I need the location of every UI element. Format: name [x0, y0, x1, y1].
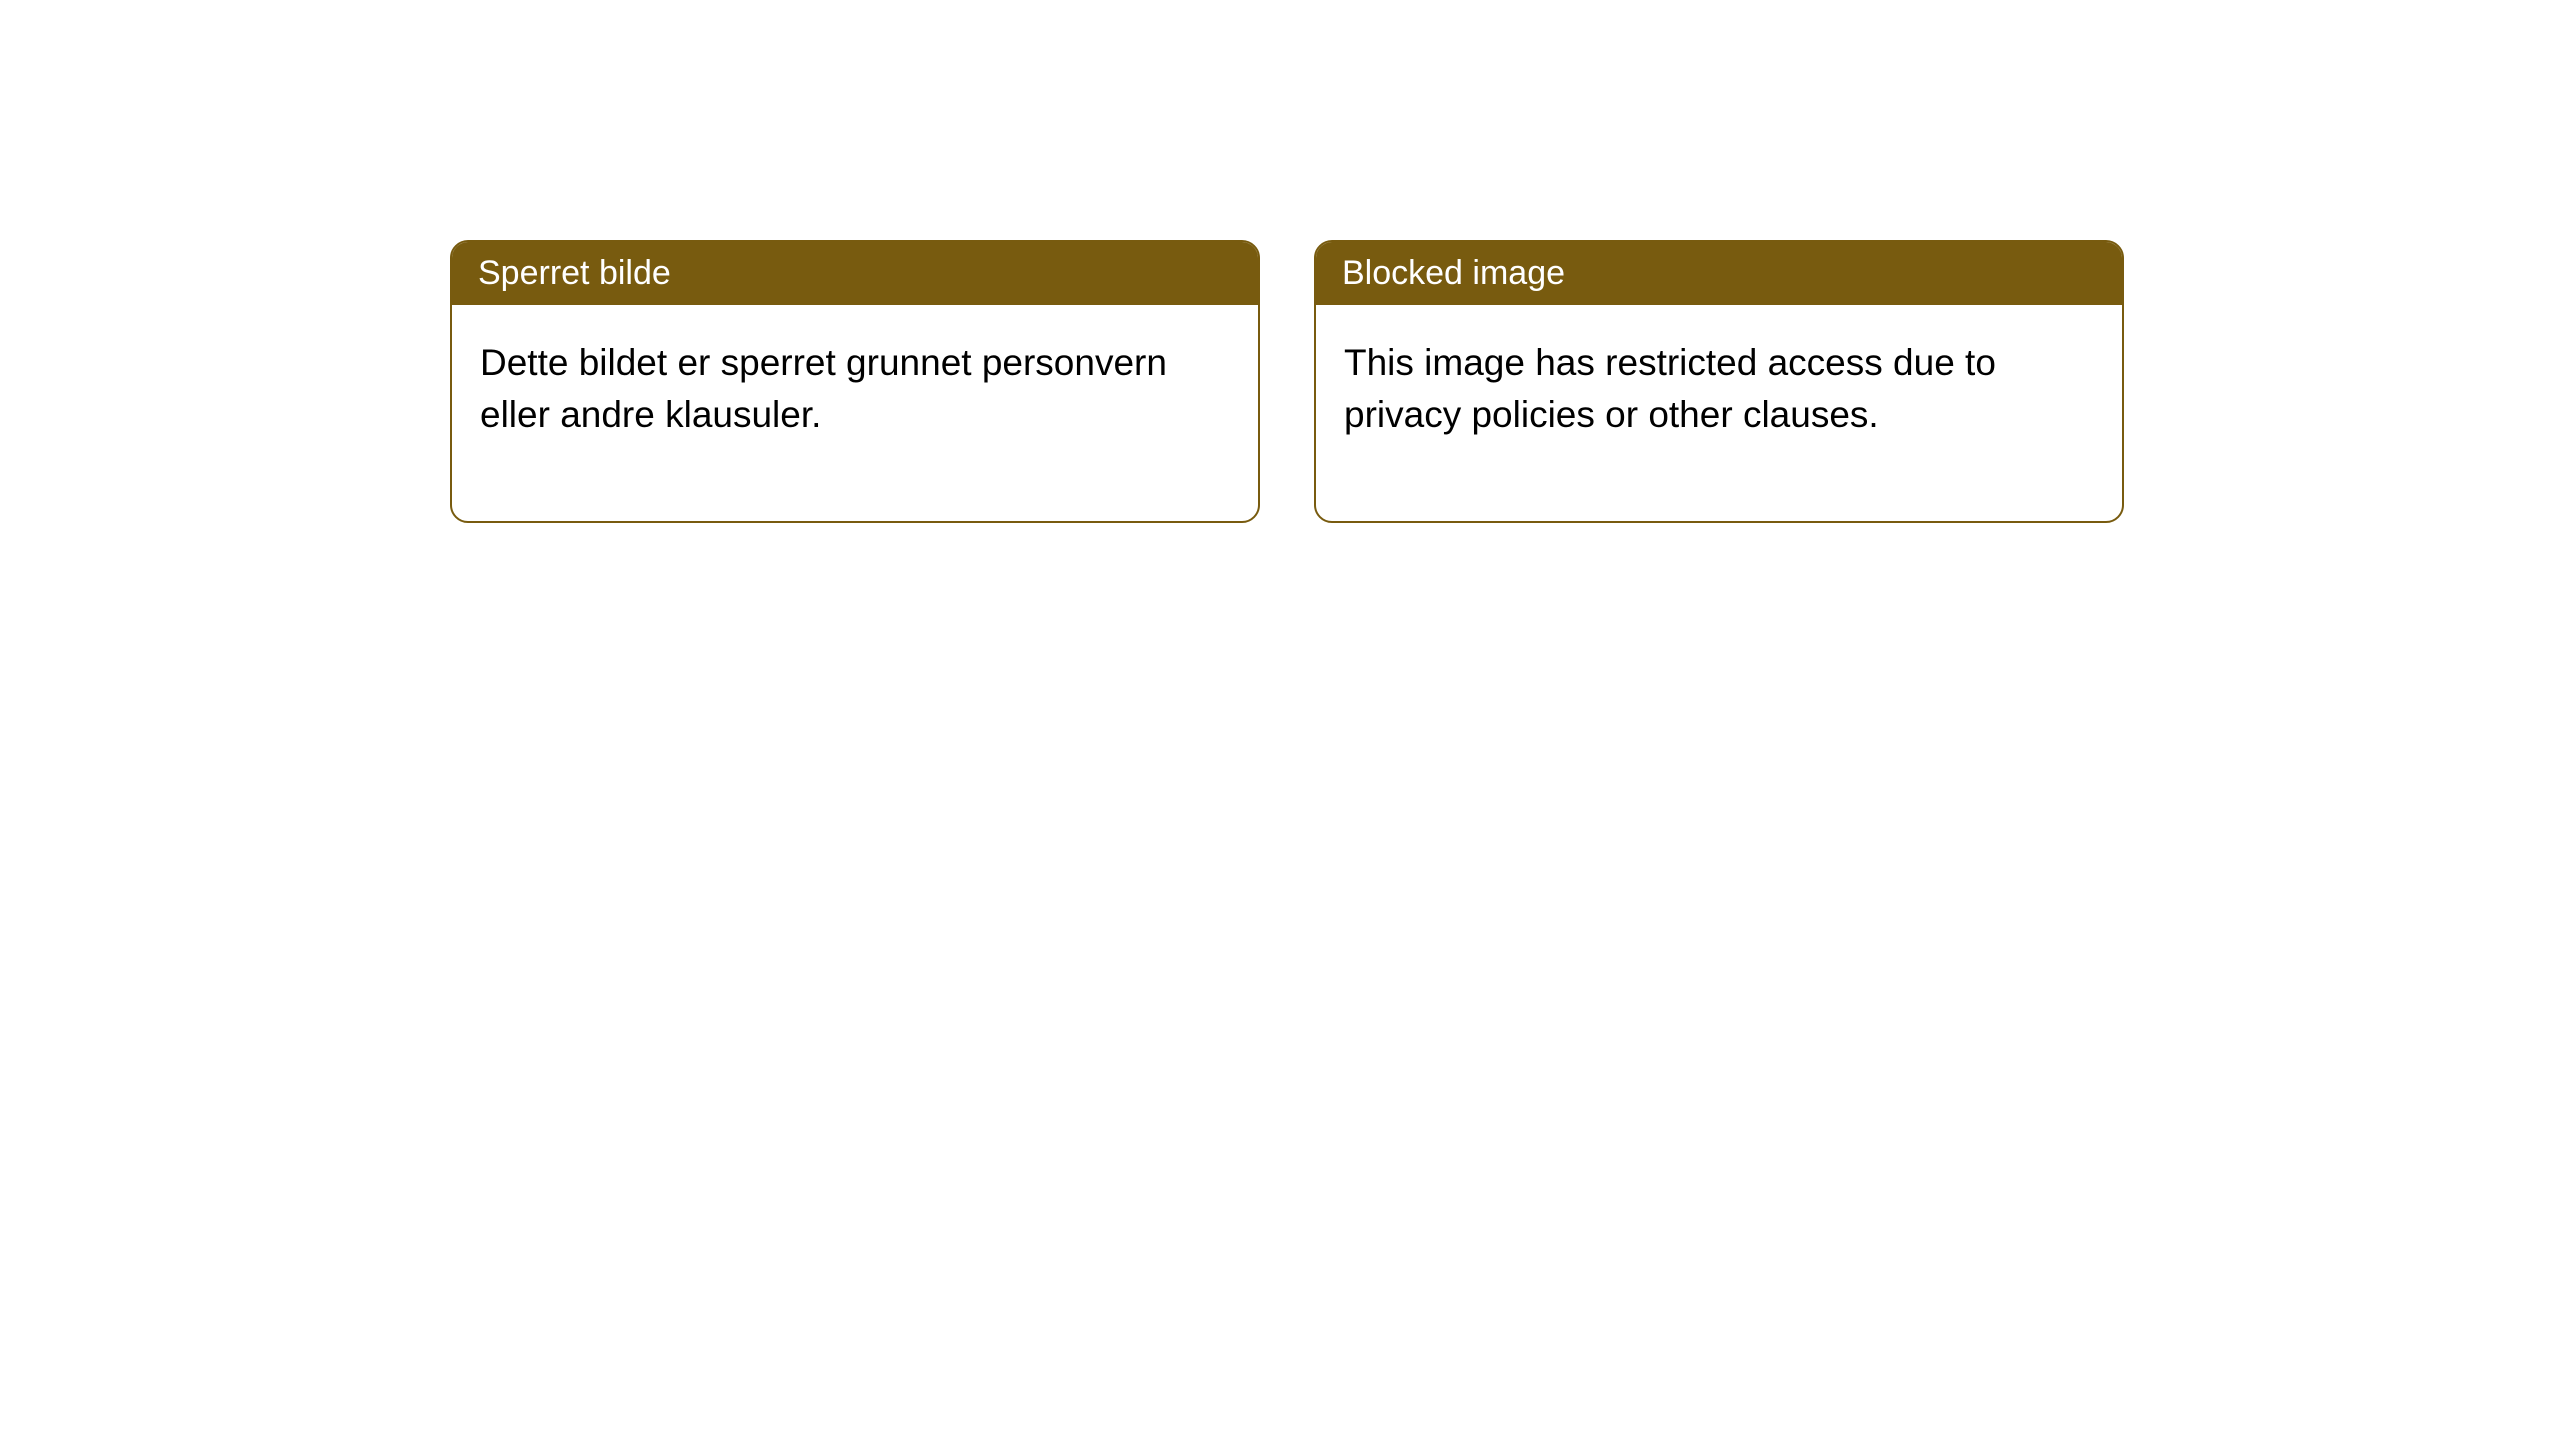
notice-header: Sperret bilde	[452, 242, 1258, 305]
notice-box-english: Blocked image This image has restricted …	[1314, 240, 2124, 523]
notice-body: Dette bildet er sperret grunnet personve…	[452, 305, 1258, 521]
notice-body: This image has restricted access due to …	[1316, 305, 2122, 521]
notice-container: Sperret bilde Dette bildet er sperret gr…	[450, 240, 2124, 523]
notice-header: Blocked image	[1316, 242, 2122, 305]
notice-box-norwegian: Sperret bilde Dette bildet er sperret gr…	[450, 240, 1260, 523]
